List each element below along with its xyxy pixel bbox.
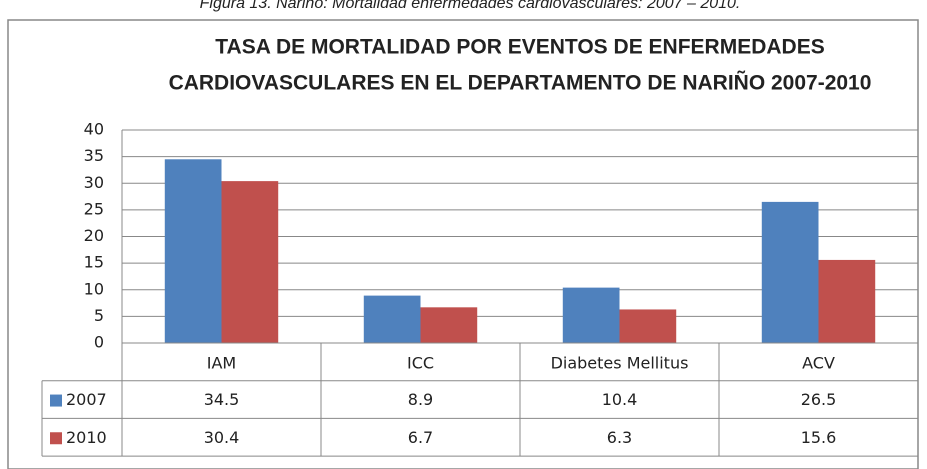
- bar: [221, 181, 279, 343]
- table-value: 6.7: [408, 428, 433, 447]
- y-tick-label: 25: [84, 199, 104, 218]
- table-value: 30.4: [204, 428, 240, 447]
- y-tick-label: 0: [94, 333, 104, 352]
- bar: [818, 259, 876, 343]
- bar: [420, 307, 478, 343]
- y-tick-label: 20: [84, 226, 104, 245]
- legend-label: 2010: [66, 428, 107, 447]
- bar: [562, 287, 620, 343]
- chart-title: CARDIOVASCULARES EN EL DEPARTAMENTO DE N…: [169, 72, 872, 95]
- chart-title: TASA DE MORTALIDAD POR EVENTOS DE ENFERM…: [215, 36, 824, 59]
- caption: Figura 13. Nariño: Mortalidad enfermedad…: [200, 0, 741, 12]
- bar: [619, 309, 677, 343]
- legend-label: 2007: [66, 390, 107, 409]
- table-value: 8.9: [408, 390, 433, 409]
- bar: [761, 201, 819, 343]
- legend-swatch: [50, 432, 62, 445]
- y-tick-label: 5: [94, 306, 104, 325]
- x-tick-label: IAM: [207, 353, 236, 372]
- y-tick-label: 35: [84, 146, 104, 165]
- table-value: 34.5: [204, 390, 240, 409]
- x-tick-label: ICC: [407, 353, 434, 372]
- table-value: 6.3: [607, 428, 632, 447]
- table-value: 26.5: [801, 390, 837, 409]
- y-tick-label: 40: [84, 120, 104, 139]
- table-value: 10.4: [602, 390, 638, 409]
- bar: [164, 159, 222, 343]
- table-value: 15.6: [801, 428, 837, 447]
- x-tick-label: ACV: [802, 353, 835, 372]
- x-tick-label: Diabetes Mellitus: [551, 353, 689, 372]
- y-tick-label: 10: [84, 279, 104, 298]
- y-tick-label: 15: [84, 253, 104, 272]
- bar: [363, 295, 421, 343]
- y-tick-label: 30: [84, 173, 104, 192]
- legend-swatch: [50, 394, 62, 407]
